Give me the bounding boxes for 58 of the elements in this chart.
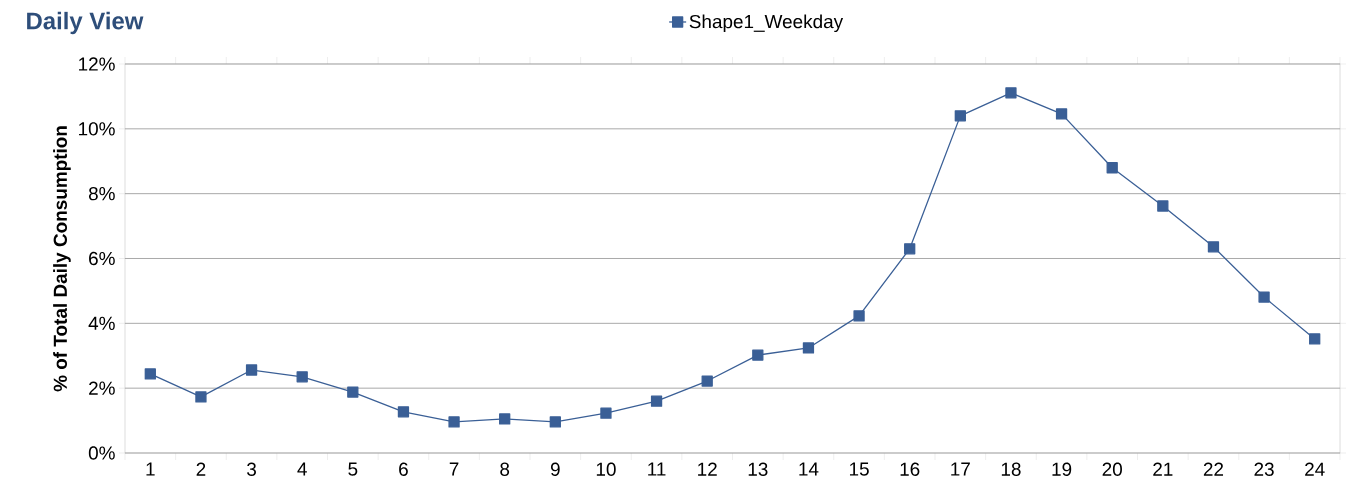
point [1157,200,1169,212]
point [144,368,156,380]
point [600,407,612,419]
point [1005,87,1017,99]
x-tick-label: 7 [449,462,459,476]
x-tick-label: 17 [951,462,970,476]
x-tick-label: 6 [399,462,408,476]
point [701,375,713,387]
x-tick-label: 8 [500,462,510,476]
y-tick-label: 6% [89,251,115,266]
point [296,371,308,383]
point [1258,291,1270,303]
point [549,416,561,428]
point [954,110,966,122]
y-tick-label: 8% [88,186,115,201]
point [195,391,207,403]
x-tick-label: 19 [1052,462,1072,476]
point [245,364,258,376]
point [802,342,815,354]
point [1106,162,1118,174]
x-tick-label: 12 [698,462,717,476]
y-tick-label: 10% [79,122,115,136]
point [1207,241,1220,253]
x-tick-label: 21 [1153,462,1173,476]
point [853,310,865,322]
point [347,386,359,398]
x-tick-label: 5 [348,462,358,476]
y-tick-label: 0% [88,446,115,460]
x-tick-label: 13 [748,462,768,476]
point [752,349,764,361]
x-tick-label: 11 [648,462,666,476]
x-tick-label: 3 [247,462,256,476]
x-tick-label: 9 [550,462,560,476]
chart-title: Daily View [27,11,144,35]
legend-label: Shape1_Weekday [689,14,844,33]
point [1055,108,1068,120]
x-tick-label: 1 [146,462,155,476]
point [1309,333,1321,345]
x-tick-label: 14 [799,462,819,476]
point [499,413,511,425]
x-tick-label: 15 [849,462,869,476]
x-tick-label: 2 [196,462,206,476]
y-axis-title: % of Total Daily Consumption [53,126,71,392]
x-tick-label: 10 [596,462,616,476]
x-tick-label: 23 [1254,462,1274,476]
point [650,395,663,407]
point [904,243,916,255]
point [448,416,460,428]
y-tick-label: 2% [89,381,115,395]
x-tick-label: 22 [1203,462,1224,476]
x-tick-label: 24 [1305,462,1325,476]
y-tick-label: 12% [79,57,115,71]
y-tick-label: 4% [88,316,115,330]
x-tick-label: 4 [297,462,307,476]
x-tick-label: 20 [1102,462,1122,476]
point [397,406,410,418]
x-tick-label: 18 [1001,462,1021,476]
x-tick-label: 16 [900,462,920,476]
